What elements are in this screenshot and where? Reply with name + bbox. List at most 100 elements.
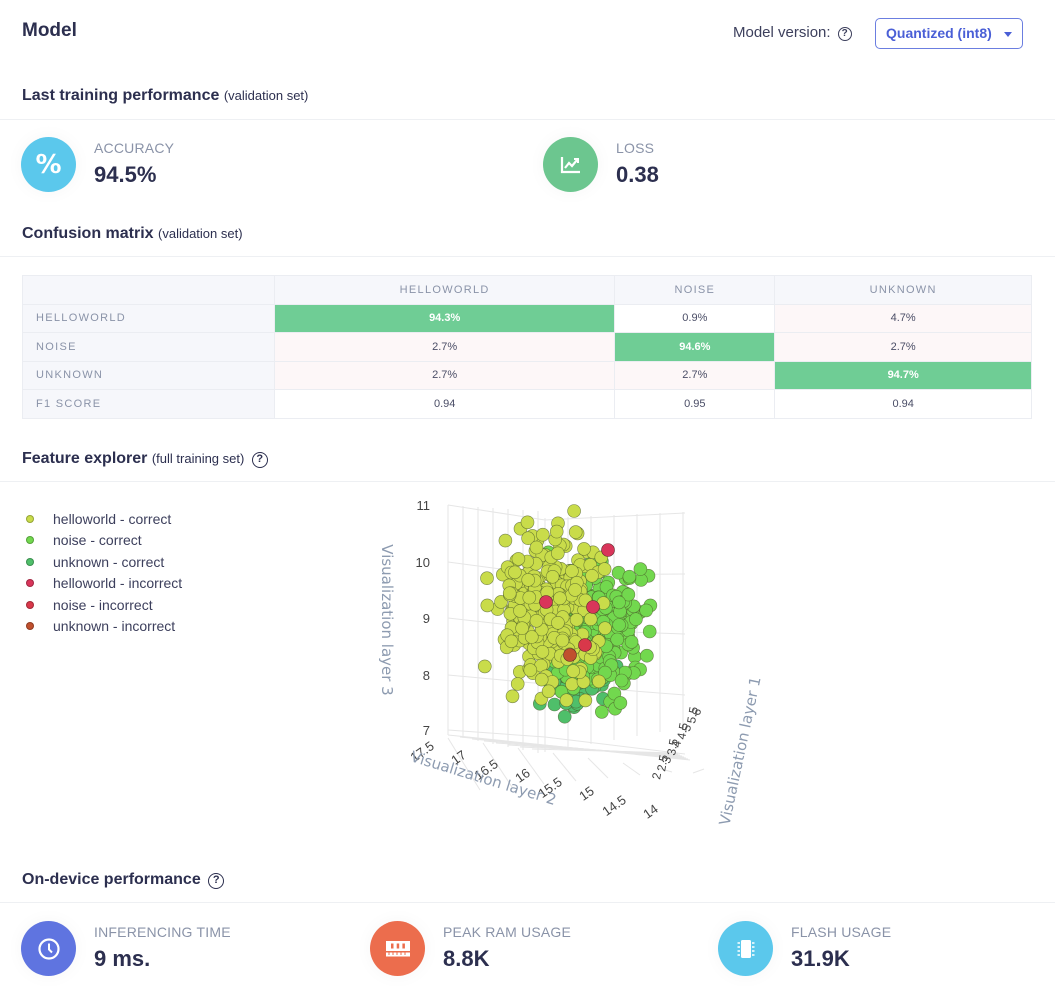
explorer-title: Feature explorer: [22, 450, 148, 467]
row-header: HELLOWORLD: [22, 303, 275, 333]
confusion-matrix-table: HELLOWORLD NOISE UNKNOWN HELLOWORLD 94.3…: [22, 275, 1032, 419]
scatter-point: [547, 697, 562, 712]
scatter-point: [551, 616, 565, 630]
grid-line: [622, 762, 641, 776]
x-tick-label: 2: [649, 771, 664, 780]
training-title: Last training performance: [22, 87, 220, 104]
scatter-point: [624, 635, 639, 649]
loss-label: LOSS: [616, 140, 655, 156]
scatter-point: [569, 613, 584, 627]
grid-line: [587, 757, 609, 779]
x-tick-label: 3.5: [664, 737, 681, 756]
scatter-point: [610, 632, 625, 647]
row-header: UNKNOWN: [22, 360, 275, 390]
matrix-cell: 0.9%: [614, 303, 776, 333]
grid-line: [447, 674, 546, 685]
scatter-point-incorrect: [578, 638, 592, 652]
accuracy-value: 94.5%: [94, 162, 157, 187]
scatter-point: [522, 590, 537, 605]
divider: [0, 481, 1055, 482]
row-header: NOISE: [22, 332, 275, 362]
scatter-point: [551, 546, 565, 561]
scatter-legend: helloworld - correct noise - correct unk…: [26, 508, 182, 637]
z-tick-label: 10: [416, 555, 430, 570]
matrix-cell: 4.7%: [774, 303, 1032, 333]
inferencing-label: INFERENCING TIME: [94, 924, 231, 940]
scatter-point-incorrect: [601, 543, 615, 557]
scatter-point: [555, 633, 570, 648]
grid-line: [447, 737, 481, 791]
scatter-point-incorrect: [586, 600, 600, 614]
training-section-title: Last training performance (validation se…: [22, 87, 308, 105]
scatter-point: [504, 634, 519, 649]
legend-item[interactable]: helloworld - correct: [26, 508, 182, 530]
scatter-point: [529, 614, 544, 628]
scatter-point: [545, 570, 560, 584]
clock-icon: [21, 921, 76, 976]
matrix-cell: 2.7%: [273, 332, 616, 362]
flash-value: 31.9K: [791, 946, 850, 971]
legend-item[interactable]: helloworld - incorrect: [26, 573, 182, 595]
help-icon[interactable]: ?: [208, 873, 225, 889]
legend-label: helloworld - correct: [53, 510, 172, 527]
legend-item[interactable]: noise - correct: [26, 530, 182, 552]
matrix-cell: 0.95: [614, 389, 776, 419]
explorer-subtitle: (full training set): [151, 451, 245, 466]
legend-label: unknown - incorrect: [53, 618, 176, 635]
scatter-point: [567, 504, 581, 518]
column-header: UNKNOWN: [774, 275, 1032, 305]
scatter-point: [510, 677, 525, 691]
corner-cell: [22, 275, 275, 305]
help-icon[interactable]: ?: [837, 27, 852, 41]
chevron-down-icon: [1004, 32, 1012, 37]
x-tick-label: 5.5: [684, 705, 701, 724]
table-row: NOISE 2.7% 94.6% 2.7%: [22, 332, 1032, 362]
table-row: HELLOWORLD 94.3% 0.9% 4.7%: [22, 303, 1032, 333]
confusion-section-title: Confusion matrix (validation set): [22, 225, 243, 243]
model-version-select[interactable]: Quantized (int8): [875, 18, 1023, 49]
scatter-point: [629, 612, 643, 626]
legend-marker: [26, 622, 34, 631]
table-header-row: HELLOWORLD NOISE UNKNOWN: [22, 275, 1032, 305]
divider: [0, 256, 1055, 257]
scatter-point: [612, 618, 626, 632]
column-header: NOISE: [614, 275, 776, 305]
scatter-point: [480, 598, 495, 613]
grid-line: [482, 742, 513, 788]
memory-icon: [370, 921, 425, 976]
scatter-point: [642, 624, 657, 639]
x-tick-label: 3: [659, 755, 674, 764]
chip-icon: [718, 921, 773, 976]
matrix-cell: 94.6%: [614, 332, 776, 362]
scatter-point: [583, 612, 598, 626]
scatter-point: [614, 673, 629, 688]
accuracy-label: ACCURACY: [94, 140, 175, 156]
loss-value: 0.38: [616, 162, 659, 187]
peak-ram-label: PEAK RAM USAGE: [443, 924, 572, 940]
matrix-cell: 2.7%: [614, 360, 776, 390]
legend-item[interactable]: noise - incorrect: [26, 594, 182, 616]
x-tick-label: 4.5: [674, 721, 691, 740]
grid-line: [657, 767, 673, 773]
scatter-point: [549, 524, 564, 539]
scatter-point: [592, 674, 606, 689]
scatter-point: [520, 515, 535, 530]
scatter-point: [639, 603, 654, 618]
help-icon[interactable]: ?: [251, 452, 268, 468]
page-header: Model Model version: ? Quantized (int8): [0, 0, 1055, 66]
y-tick-label: 17: [448, 747, 468, 768]
x-tick-label: 6: [689, 707, 704, 716]
scatter-point: [568, 583, 582, 597]
legend-item[interactable]: unknown - correct: [26, 551, 182, 573]
peak-ram-value: 8.8K: [443, 946, 490, 971]
scatter-point: [515, 621, 529, 635]
grid-line: [692, 768, 705, 774]
legend-item[interactable]: unknown - incorrect: [26, 616, 182, 638]
table-row: F1 SCORE 0.94 0.95 0.94: [22, 389, 1032, 419]
grid-line: [552, 752, 577, 782]
scatter-point: [568, 525, 583, 539]
scatter-point: [541, 684, 556, 699]
z-tick-label: 11: [417, 498, 431, 513]
scatter-point: [521, 573, 535, 587]
